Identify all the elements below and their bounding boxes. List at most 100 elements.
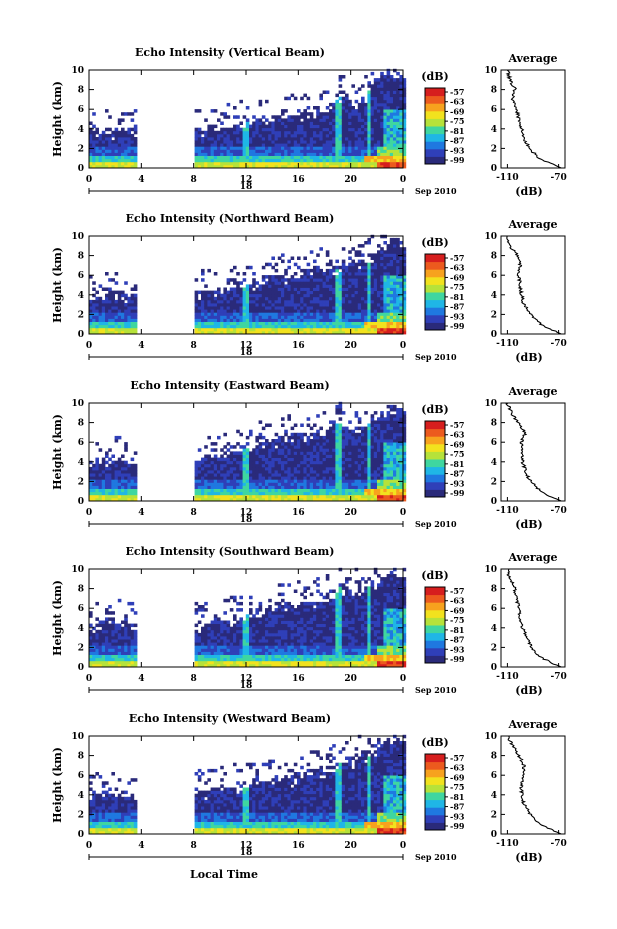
heatmap-cell [319, 112, 323, 116]
heatmap-cell [329, 306, 333, 310]
heatmap-cell [133, 127, 138, 132]
heatmap-cell [274, 133, 279, 138]
heatmap-cell [345, 470, 349, 474]
heatmap-cell [293, 439, 298, 443]
heatmap-cell [348, 112, 352, 116]
heatmap-cell [239, 479, 243, 483]
heatmap-cell [367, 470, 371, 474]
heatmap-cell [386, 262, 391, 267]
heatmap-cell [89, 324, 93, 329]
heatmap-cell [236, 152, 240, 156]
heatmap-cell [380, 272, 384, 276]
heatmap-cell [389, 309, 394, 313]
heatmap-cell [204, 143, 208, 147]
heatmap-cell [229, 155, 234, 160]
heatmap-cell [274, 494, 279, 499]
heatmap-cell [89, 460, 93, 465]
heatmap-cell [393, 497, 397, 502]
heatmap-cell [207, 454, 211, 458]
heatmap-cell [351, 330, 355, 335]
heatmap-cell [274, 488, 279, 493]
heatmap-cell [265, 479, 269, 483]
heatmap-cell [332, 275, 336, 279]
heatmap-cell [124, 448, 128, 452]
heatmap-cell [303, 275, 307, 279]
heatmap-cell [201, 488, 205, 493]
heatmap-cell [341, 109, 346, 113]
heatmap-cell [303, 451, 307, 455]
heatmap-cell [293, 290, 298, 295]
heatmap-cell [335, 118, 339, 122]
heatmap-cell [89, 485, 93, 489]
heatmap-cell [249, 164, 253, 169]
heatmap-cell [383, 445, 387, 449]
heatmap-cell [261, 127, 266, 132]
heatmap-cell [364, 473, 368, 477]
heatmap-cell [329, 488, 333, 493]
heatmap-cell [373, 476, 378, 480]
heatmap-cell [226, 299, 231, 304]
heatmap-cell [345, 102, 349, 107]
colorbar-tick-label: -81 [450, 126, 464, 136]
heatmap-cell [332, 429, 336, 434]
heatmap-cell [373, 96, 378, 101]
heatmap-cell [284, 321, 288, 326]
heatmap-cell [306, 454, 311, 458]
heatmap-cell [367, 241, 371, 245]
heatmap-cell [348, 262, 352, 267]
heatmap-cell [108, 497, 112, 502]
heatmap-cell [127, 473, 131, 477]
heatmap-cell [281, 259, 285, 264]
heatmap-cell [130, 321, 135, 326]
heatmap-cell [316, 463, 320, 468]
heatmap-cell [249, 158, 253, 163]
heatmap-cell [300, 488, 304, 493]
heatmap-cell [325, 324, 330, 329]
heatmap-cell [293, 497, 298, 502]
heatmap-cell [121, 470, 125, 474]
heatmap-cell [335, 463, 339, 468]
heatmap-cell [364, 275, 368, 279]
heatmap-cell [399, 265, 403, 270]
heatmap-cell [226, 454, 231, 458]
heatmap-cell [393, 404, 397, 409]
heatmap-cell [229, 454, 234, 458]
heatmap-cell [268, 124, 272, 129]
heatmap-cell [271, 439, 275, 443]
heatmap-cell [373, 494, 378, 499]
heatmap-cell [335, 149, 339, 153]
heatmap-cell [332, 293, 336, 298]
heatmap-cell [300, 321, 304, 326]
heatmap-cell [316, 327, 320, 332]
heatmap-cell [313, 485, 317, 489]
heatmap-cell [271, 482, 275, 486]
heatmap-cell [351, 473, 355, 477]
heatmap-cell [287, 158, 291, 163]
heatmap-cell [383, 115, 387, 119]
heatmap-cell [319, 121, 323, 125]
heatmap-cell [364, 265, 368, 270]
heatmap-cell [217, 327, 221, 332]
heatmap-cell [290, 463, 295, 468]
heatmap-cell [399, 78, 403, 82]
heatmap-cell [367, 152, 371, 156]
heatmap-cell [117, 299, 122, 304]
heatmap-cell [389, 268, 394, 273]
heatmap-cell [245, 303, 250, 307]
heatmap-cell [354, 460, 359, 465]
heatmap-cell [354, 491, 359, 496]
heatmap-cell [402, 411, 407, 415]
heatmap-cell [101, 479, 106, 483]
heatmap-cell [345, 321, 349, 326]
heatmap-cell [255, 448, 259, 452]
heatmap-cell [236, 321, 240, 326]
heatmap-cell [383, 253, 387, 257]
heatmap-cell [338, 463, 343, 468]
heatmap-cell [245, 146, 250, 150]
heatmap-cell [274, 155, 279, 160]
heatmap-cell [370, 479, 375, 483]
heatmap-cell [325, 448, 330, 452]
heatmap-cell [380, 488, 384, 493]
heatmap-cell [393, 93, 397, 98]
